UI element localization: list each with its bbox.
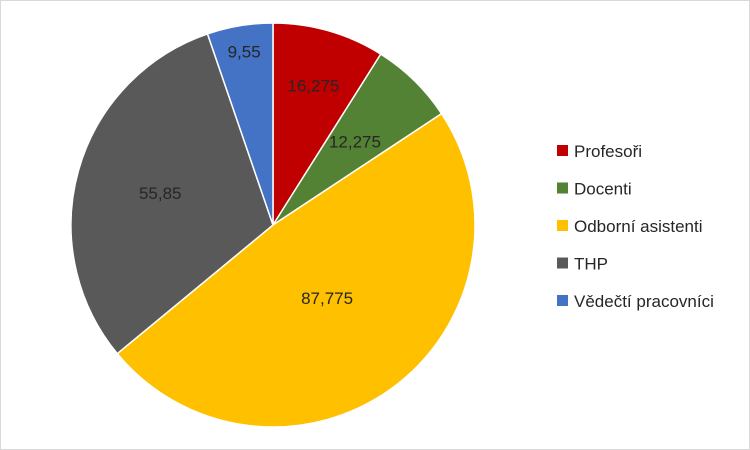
legend-label-profesori: Profesoři: [574, 142, 642, 161]
pie-slice-vedecti-pracovnici: [206, 22, 274, 226]
legend-swatch-docenti: [557, 182, 568, 194]
legend-label-vedecti-pracovnici: Vědečtí pracovníci: [574, 292, 714, 311]
pie-slice-profesori: [272, 22, 382, 228]
data-label-profesori: 16,275: [287, 76, 339, 95]
legend-swatch-odborni-asistenti: [557, 220, 568, 231]
data-labels: 16,275 12,275 87,775 55,85 9,55: [139, 43, 381, 308]
data-label-thp: 55,85: [139, 184, 182, 203]
data-label-vedecti-pracovnici: 9,55: [228, 43, 261, 62]
legend-swatch-vedecti-pracovnici: [557, 295, 568, 306]
legend-label-docenti: Docenti: [574, 180, 632, 199]
legend-label-thp: THP: [574, 255, 608, 274]
data-label-odborni-asistenti: 87,775: [301, 289, 353, 308]
data-label-docenti: 12,275: [329, 132, 381, 151]
legend-swatch-thp: [557, 257, 568, 269]
pie-slice-thp: [70, 32, 274, 355]
legend: Profesoři Docenti Odborní asistenti THP Věde…: [557, 142, 714, 311]
legend-swatch-profesori: [557, 145, 568, 156]
pie-slice-odborni-asistenti: [116, 112, 476, 428]
pie-slices: [70, 22, 476, 428]
legend-label-odborni-asistenti: Odborní asistenti: [574, 217, 703, 236]
